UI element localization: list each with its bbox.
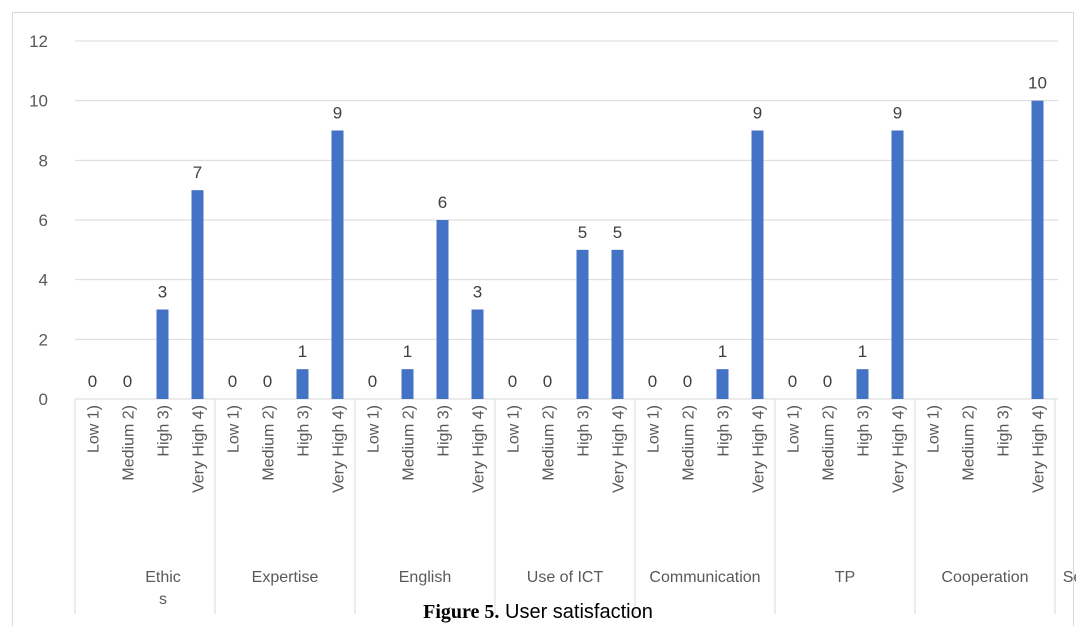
data-label: 10 xyxy=(1028,74,1047,93)
data-label: 1 xyxy=(298,342,307,361)
data-label: 7 xyxy=(193,163,202,182)
bar xyxy=(751,130,764,399)
category-label: Very High 4) xyxy=(1031,405,1048,493)
y-tick-label: 2 xyxy=(39,330,48,349)
figure-label: Figure 5. xyxy=(423,601,500,623)
data-label: 0 xyxy=(683,372,692,391)
bar xyxy=(611,249,624,399)
category-label: High 3) xyxy=(856,405,873,457)
category-label: Very High 4) xyxy=(191,405,208,493)
group-label: English xyxy=(399,569,451,586)
bar xyxy=(401,369,414,399)
data-label: 0 xyxy=(543,372,552,391)
y-tick-label: 6 xyxy=(39,211,48,230)
category-label: Low 1) xyxy=(506,405,523,453)
category-label: High 3) xyxy=(156,405,173,457)
data-label: 0 xyxy=(228,372,237,391)
data-label: 1 xyxy=(718,342,727,361)
y-tick-label: 10 xyxy=(29,92,48,111)
category-label: Very High 4) xyxy=(611,405,628,493)
data-label: 0 xyxy=(123,372,132,391)
data-label: 1 xyxy=(858,342,867,361)
category-label: Medium 2) xyxy=(681,405,698,481)
chart-frame xyxy=(12,12,1074,626)
category-label: Medium 2) xyxy=(401,405,418,481)
data-label: 0 xyxy=(508,372,517,391)
category-label: High 3) xyxy=(996,405,1013,457)
category-label: Medium 2) xyxy=(821,405,838,481)
data-label: 3 xyxy=(158,283,167,302)
bar xyxy=(471,309,484,399)
y-tick-label: 12 xyxy=(29,32,48,51)
y-tick-label: 8 xyxy=(39,151,48,170)
bar xyxy=(576,249,589,399)
figure-caption: Figure 5. User satisfaction xyxy=(0,601,1076,624)
category-label: Low 1) xyxy=(786,405,803,453)
bar xyxy=(436,220,449,399)
data-label: 3 xyxy=(473,283,482,302)
data-label: 0 xyxy=(88,372,97,391)
category-label: High 3) xyxy=(576,405,593,457)
category-label: Low 1) xyxy=(646,405,663,453)
category-label: High 3) xyxy=(716,405,733,457)
group-label: Cooperation xyxy=(941,569,1028,586)
category-label: Low 1) xyxy=(366,405,383,453)
category-label: Very High 4) xyxy=(471,405,488,493)
group-label: TP xyxy=(835,569,855,586)
group-label: s xyxy=(159,591,167,608)
bar xyxy=(191,190,204,399)
data-label: 0 xyxy=(823,372,832,391)
bar xyxy=(156,309,169,399)
data-label: 6 xyxy=(438,193,447,212)
data-label: 9 xyxy=(753,104,762,123)
data-label: 9 xyxy=(893,104,902,123)
figure-title: User satisfaction xyxy=(505,601,653,623)
group-label: Self-development xyxy=(1063,569,1076,586)
y-tick-label: 4 xyxy=(39,271,48,290)
data-label: 5 xyxy=(578,223,587,242)
data-label: 0 xyxy=(788,372,797,391)
category-label: Medium 2) xyxy=(121,405,138,481)
group-label: Use of ICT xyxy=(527,569,604,586)
category-label: High 3) xyxy=(296,405,313,457)
category-label: Medium 2) xyxy=(961,405,978,481)
group-label: Expertise xyxy=(252,569,319,586)
category-label: Very High 4) xyxy=(751,405,768,493)
data-label: 1 xyxy=(403,342,412,361)
y-tick-label: 0 xyxy=(39,390,48,409)
data-label: 5 xyxy=(613,223,622,242)
category-label: Low 1) xyxy=(926,405,943,453)
bar xyxy=(296,369,309,399)
bar xyxy=(891,130,904,399)
bar xyxy=(856,369,869,399)
category-label: Very High 4) xyxy=(891,405,908,493)
data-label: 0 xyxy=(368,372,377,391)
group-label: Ethic xyxy=(145,569,181,586)
category-label: Low 1) xyxy=(86,405,103,453)
category-label: High 3) xyxy=(436,405,453,457)
data-label: 0 xyxy=(263,372,272,391)
category-label: Low 1) xyxy=(226,405,243,453)
group-label: Communication xyxy=(649,569,760,586)
data-label: 9 xyxy=(333,104,342,123)
category-label: Medium 2) xyxy=(541,405,558,481)
category-label: Medium 2) xyxy=(261,405,278,481)
data-label: 0 xyxy=(648,372,657,391)
bar xyxy=(1031,100,1044,400)
bar xyxy=(716,369,729,399)
bar xyxy=(331,130,344,399)
category-label: Very High 4) xyxy=(331,405,348,493)
